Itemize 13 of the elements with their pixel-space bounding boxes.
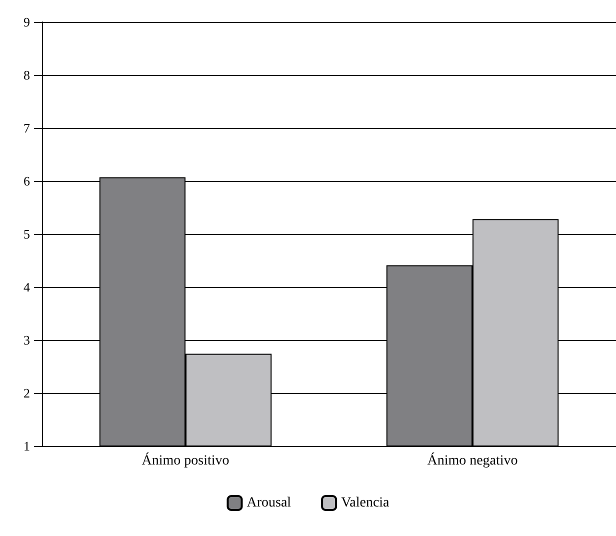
x-tick-label: Ánimo positivo (142, 452, 230, 468)
y-tick-label: 4 (24, 280, 30, 294)
legend-label: Valencia (341, 496, 390, 510)
x-tick-label: Ánimo negativo (427, 452, 518, 468)
y-tick-label: 2 (24, 386, 30, 400)
y-tick-label: 5 (24, 226, 30, 242)
y-tick-label: 3 (24, 332, 30, 348)
y-tick-label: 7 (24, 120, 30, 136)
y-tick-label: 8 (24, 68, 30, 82)
y-tick-label: 6 (24, 174, 30, 188)
y-tick-label: 1 (24, 438, 30, 454)
y-tick-label: 9 (24, 14, 30, 30)
legend-label: Arousal (246, 496, 292, 510)
